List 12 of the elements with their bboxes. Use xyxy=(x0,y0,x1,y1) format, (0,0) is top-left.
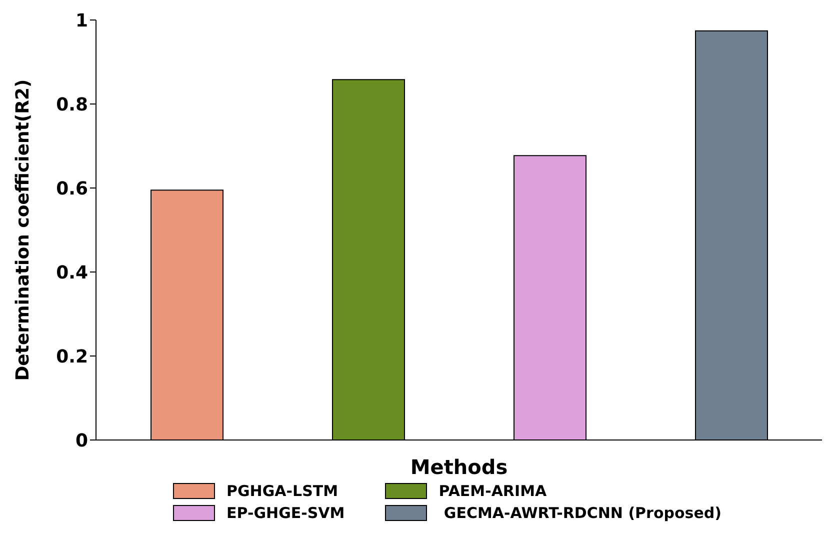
legend-label: PGHGA-LSTM xyxy=(226,482,338,500)
legend-label: PAEM-ARIMA xyxy=(438,482,547,500)
y-tick-label: 0.4 xyxy=(56,262,88,284)
x-axis-title: Methods xyxy=(410,455,508,479)
y-tick-label: 0 xyxy=(75,430,88,452)
y-tick-label: 1 xyxy=(75,10,88,32)
y-tick-label: 0.8 xyxy=(56,94,88,116)
y-tick-label: 0.2 xyxy=(56,346,88,368)
y-tick-label: 0.6 xyxy=(56,178,88,200)
y-axis-title: Determination coefficient(R2) xyxy=(12,79,34,381)
legend-label: GECMA-AWRT-RDCNN (Proposed) xyxy=(442,504,722,522)
legend-label: EP-GHGE-SVM xyxy=(226,504,345,522)
